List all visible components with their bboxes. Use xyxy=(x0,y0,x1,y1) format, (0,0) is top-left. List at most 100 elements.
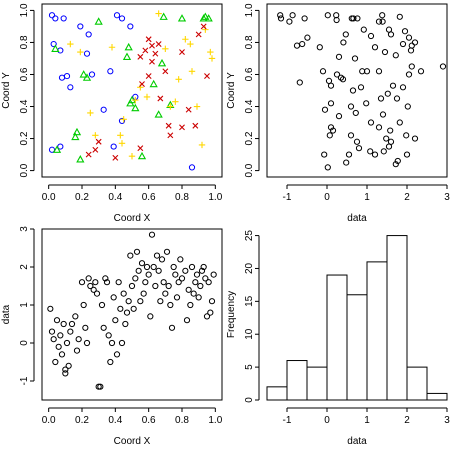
y-axis-title: Frequency xyxy=(226,291,237,338)
data-point xyxy=(113,351,121,358)
data-point xyxy=(92,146,99,153)
data-point xyxy=(52,145,62,153)
data-point xyxy=(192,122,199,129)
data-point xyxy=(72,313,79,320)
data-point xyxy=(79,70,88,78)
data-point xyxy=(113,12,121,19)
data-point xyxy=(102,275,109,282)
data-point xyxy=(192,279,199,286)
data-point xyxy=(349,87,357,94)
x-tick-label: 1 xyxy=(364,192,370,203)
y-tick-label: 15 xyxy=(244,295,255,307)
data-point xyxy=(139,81,145,88)
data-point xyxy=(175,76,182,83)
data-point xyxy=(381,48,389,56)
data-point xyxy=(343,159,350,166)
data-point xyxy=(103,279,111,286)
data-point xyxy=(193,271,201,278)
data-point xyxy=(333,16,340,24)
data-point xyxy=(162,290,169,297)
data-point xyxy=(76,155,85,163)
data-point xyxy=(316,44,323,51)
data-point xyxy=(159,12,168,20)
data-point xyxy=(360,26,367,33)
data-point xyxy=(185,106,192,113)
data-point xyxy=(165,282,172,290)
data-point xyxy=(142,279,149,286)
data-point xyxy=(187,40,194,48)
data-point xyxy=(157,298,164,305)
data-point xyxy=(157,95,164,102)
data-point xyxy=(321,151,328,158)
data-point xyxy=(167,103,174,110)
data-point xyxy=(321,106,329,113)
data-point xyxy=(90,286,97,293)
y-tick-label: 1.0 xyxy=(19,3,30,17)
histogram-bar xyxy=(366,261,388,401)
data-point xyxy=(94,17,103,25)
data-point xyxy=(198,141,206,149)
data-point xyxy=(296,79,303,86)
data-point xyxy=(122,52,132,60)
data-point xyxy=(293,42,301,49)
data-point xyxy=(182,36,189,43)
histogram-bar xyxy=(326,274,348,401)
data-point xyxy=(363,100,370,107)
data-point xyxy=(198,267,206,274)
data-point xyxy=(193,103,201,110)
data-point xyxy=(335,113,343,120)
data-point xyxy=(408,63,415,70)
y-tick-label: 1.0 xyxy=(244,3,255,17)
histogram-bar xyxy=(426,392,448,401)
data-point xyxy=(93,290,101,297)
data-point xyxy=(399,40,407,48)
data-point xyxy=(299,40,306,48)
data-point xyxy=(112,317,119,324)
data-point xyxy=(326,132,333,139)
data-point xyxy=(375,124,383,131)
data-point xyxy=(63,339,71,347)
data-point xyxy=(167,301,174,309)
data-point xyxy=(117,132,124,139)
data-point xyxy=(417,68,425,75)
x-tick-label: 0 xyxy=(324,415,330,426)
data-point xyxy=(87,109,94,117)
y-tick-label: 2 xyxy=(19,264,30,270)
data-point xyxy=(85,31,92,38)
data-point xyxy=(52,15,59,22)
y-tick-label: 0.0 xyxy=(244,163,255,177)
data-point xyxy=(67,40,74,48)
data-point xyxy=(207,309,214,316)
y-tick-label: 0.8 xyxy=(19,35,30,49)
data-point xyxy=(142,47,149,54)
y-tick-label: -1 xyxy=(19,376,30,385)
data-point xyxy=(179,49,185,56)
data-point xyxy=(347,132,355,139)
data-point xyxy=(152,50,159,57)
data-point xyxy=(205,279,212,286)
data-point xyxy=(85,151,92,158)
data-point xyxy=(188,263,196,271)
data-point xyxy=(50,336,57,343)
x-tick-label: 1 xyxy=(364,415,370,426)
data-point xyxy=(199,14,208,22)
data-point xyxy=(172,271,179,278)
data-point xyxy=(177,256,184,263)
data-point xyxy=(132,96,139,104)
data-point xyxy=(107,68,114,75)
data-point xyxy=(319,68,327,75)
data-point xyxy=(396,13,403,20)
data-point xyxy=(163,248,171,255)
data-point xyxy=(367,32,375,40)
data-point xyxy=(73,347,81,354)
y-tick-label: 0 xyxy=(19,340,30,346)
data-point xyxy=(371,44,379,51)
data-point xyxy=(108,339,116,347)
histogram-bar xyxy=(266,386,288,401)
data-point xyxy=(105,332,112,339)
data-point xyxy=(179,124,185,131)
data-point xyxy=(342,31,349,38)
data-point xyxy=(351,55,359,62)
data-point xyxy=(131,103,140,112)
